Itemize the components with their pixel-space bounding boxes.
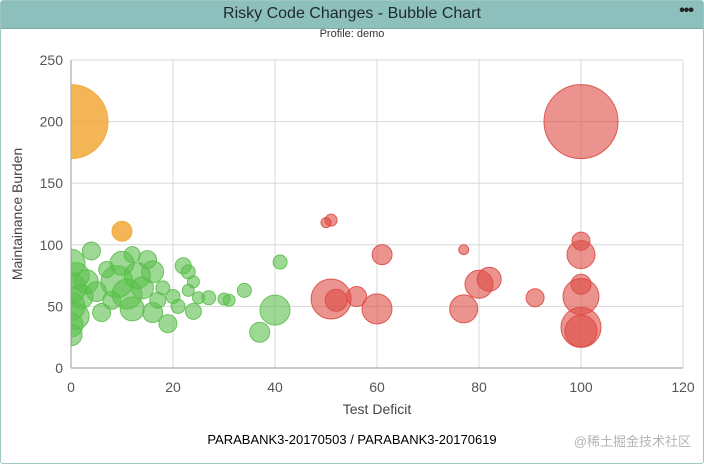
bubble-point <box>458 244 470 256</box>
x-tick-label: 20 <box>165 379 181 395</box>
bubble-point <box>92 303 112 323</box>
bubble-point <box>102 290 122 310</box>
panel-title: Risky Code Changes - Bubble Chart <box>223 5 481 22</box>
x-tick-label: 120 <box>671 379 695 395</box>
y-tick-label: 0 <box>55 360 63 376</box>
bubble-point <box>236 282 252 298</box>
comparison-label: PARABANK3-20170503 / PARABANK3-20170619 <box>207 432 497 447</box>
more-dots-icon[interactable]: ••• <box>679 2 694 19</box>
x-tick-label: 40 <box>267 379 283 395</box>
watermark: @稀土掘金技术社区 <box>573 434 691 449</box>
x-tick-label: 100 <box>569 379 593 395</box>
bubble-point <box>111 220 133 242</box>
bubble-point <box>361 293 393 325</box>
bubble-point <box>186 275 200 289</box>
bubble-point <box>201 290 217 306</box>
bubble-point <box>324 288 348 312</box>
panel-header: Risky Code Changes - Bubble Chart ••• <box>1 1 703 29</box>
bubble-point <box>158 314 178 334</box>
bubble-point <box>476 266 502 292</box>
y-tick-label: 50 <box>47 298 63 314</box>
bubble-point <box>543 84 619 160</box>
bubble-chart: 0 50 100 150 200 250 0 20 40 60 80 100 120 Test Defic… <box>9 52 695 417</box>
x-tick-label: 80 <box>471 379 487 395</box>
bubble-point <box>155 280 171 296</box>
bubble-point <box>249 321 271 343</box>
bubble-point <box>449 294 479 324</box>
x-tick-label: 0 <box>67 379 75 395</box>
bubble-point <box>222 293 236 307</box>
bubble-point <box>119 296 145 322</box>
y-axis-title: Maintainance Burden <box>9 148 25 280</box>
bubble-point <box>272 254 288 270</box>
bubble-point <box>346 286 368 308</box>
bubble-point <box>81 241 101 261</box>
y-tick-label: 100 <box>40 237 64 253</box>
profile-subtitle: Profile: demo <box>319 28 385 40</box>
bubble-point <box>71 84 109 160</box>
bubble-point <box>141 260 165 284</box>
bubble-point <box>320 217 332 229</box>
y-tick-label: 200 <box>40 114 64 130</box>
bubble-point <box>123 246 141 264</box>
y-tick-label: 150 <box>40 175 64 191</box>
y-tick-label: 250 <box>40 52 64 68</box>
bubble-point <box>71 323 83 347</box>
bubble-point <box>184 302 202 320</box>
bubble-point <box>371 244 393 266</box>
bubble-point <box>259 294 291 326</box>
x-tick-label: 60 <box>369 379 385 395</box>
bubble-point <box>566 240 596 270</box>
bubble-point <box>525 288 545 308</box>
bubble-point <box>564 314 598 348</box>
x-axis-title: Test Deficit <box>343 401 412 417</box>
bubble-point <box>170 298 186 314</box>
